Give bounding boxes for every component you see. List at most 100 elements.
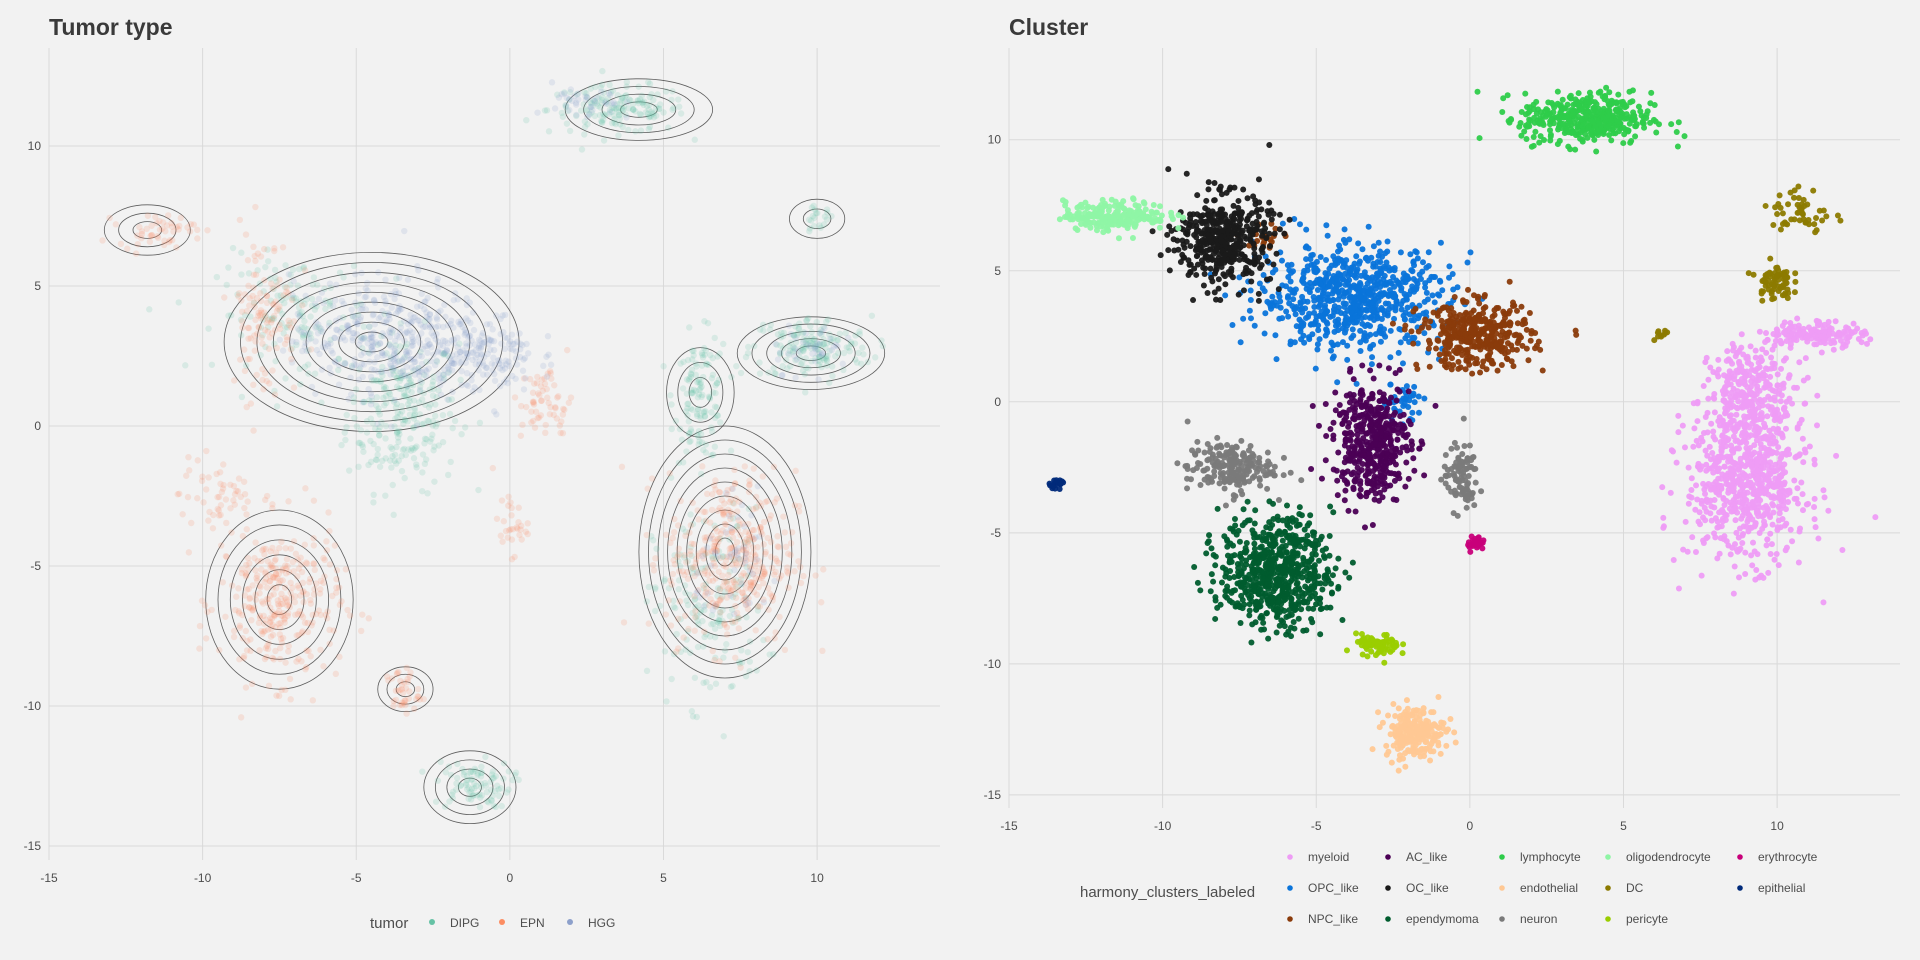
data-point [804,335,811,343]
data-point [581,118,589,125]
data-point [742,353,750,361]
data-point [723,594,731,601]
data-point [483,321,491,328]
data-point [645,106,652,113]
data-point [813,339,821,347]
data-point [409,336,416,343]
data-point [1753,432,1760,439]
data-point [346,612,354,619]
data-point [1812,332,1819,339]
data-point [369,342,377,349]
data-point [261,496,269,504]
data-point [298,328,305,336]
data-point [444,396,451,403]
data-point [1409,268,1416,275]
data-point [400,392,408,400]
data-point [342,566,350,573]
data-point [497,330,504,338]
series-epn [99,203,827,721]
data-point [784,570,792,577]
data-point [623,114,630,121]
data-point [693,412,701,420]
data-point [440,371,447,378]
data-point [1778,365,1785,372]
data-point [804,341,811,349]
data-point [1814,320,1821,327]
data-point [407,435,414,442]
data-point [503,375,511,383]
data-point [264,258,272,265]
data-point [1659,484,1666,491]
data-point [444,364,452,371]
data-point [1811,504,1818,511]
data-point [299,334,307,341]
data-point [1862,330,1869,337]
data-point [727,587,735,595]
data-point [695,569,702,576]
data-point [821,213,829,220]
data-point [182,362,189,369]
data-point [730,556,737,564]
data-point [572,99,580,106]
data-point [622,91,630,99]
data-point [818,363,825,371]
data-point [803,317,810,324]
data-point [693,713,700,721]
data-point [267,633,275,640]
data-point [711,414,719,422]
data-point [166,237,174,244]
data-point [354,320,361,328]
data-point [746,477,753,484]
data-point [261,551,268,558]
data-point [148,222,155,229]
data-point [464,776,471,784]
contour-line [789,198,846,239]
data-point [215,512,223,519]
data-point [397,320,404,327]
data-point [692,371,699,379]
data-point [272,585,280,592]
data-point [729,577,737,584]
data-point [474,351,481,358]
data-point [1382,300,1389,307]
data-point [223,519,230,527]
data-point [723,553,730,560]
data-point [381,310,388,318]
data-point [694,612,701,619]
data-point [731,566,738,574]
data-point [723,631,731,638]
data-point [537,383,545,390]
data-point [711,538,718,546]
data-point [713,618,721,625]
data-point [439,350,447,357]
data-point [661,576,668,583]
data-point [243,561,250,569]
data-point [497,785,505,792]
data-point [281,594,289,602]
data-point [270,656,278,663]
data-point [215,507,223,514]
data-point [491,408,498,415]
data-point [1752,347,1759,354]
data-point [435,387,442,394]
data-point [304,619,311,627]
data-point [663,531,670,539]
data-point [581,123,589,131]
data-point [365,385,372,393]
data-point [719,617,726,625]
data-point [1483,366,1490,373]
data-point [410,355,418,363]
data-point [1319,292,1326,299]
data-point [772,629,779,636]
data-point [756,603,764,610]
data-point [330,627,337,634]
data-point [254,267,261,274]
data-point [774,543,781,550]
data-point [548,79,556,86]
data-point [479,329,487,337]
data-point [1695,460,1702,467]
data-point [1330,253,1337,260]
data-point [802,330,810,337]
data-point [393,275,400,282]
data-point [286,603,293,611]
